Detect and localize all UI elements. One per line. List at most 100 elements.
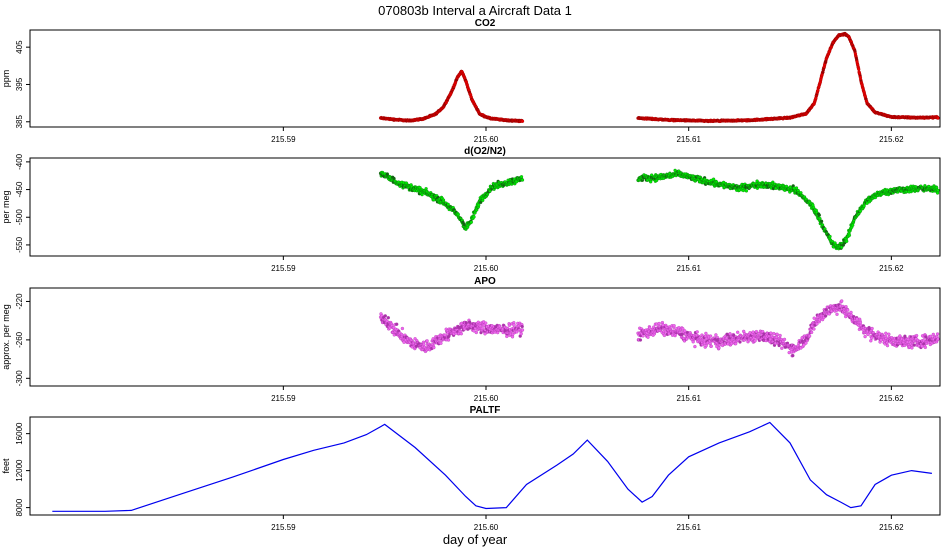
- data-point-apo: [835, 312, 839, 316]
- y-tick-label-o2n2: -500: [15, 209, 24, 226]
- data-point-apo: [754, 329, 759, 334]
- series-line-paltf: [52, 421, 932, 512]
- data-point-apo: [912, 343, 916, 347]
- data-point-apo: [474, 330, 478, 335]
- x-tick-label-apo: 215.61: [676, 394, 701, 403]
- data-point-apo: [400, 326, 405, 331]
- data-point-apo: [520, 324, 524, 329]
- x-tick-label-co2: 215.59: [271, 135, 296, 144]
- data-point-apo: [695, 330, 699, 334]
- data-point-apo: [769, 331, 773, 335]
- data-point-apo: [780, 346, 784, 350]
- data-point-apo: [386, 316, 390, 320]
- y-axis-label-o2n2: per meg: [1, 190, 11, 223]
- x-tick-label-apo: 215.62: [879, 394, 904, 403]
- data-point-apo: [648, 326, 652, 330]
- data-point-apo: [646, 335, 650, 339]
- data-point-apo: [812, 327, 816, 331]
- y-tick-label-o2n2: -550: [15, 236, 24, 253]
- panel-title-apo: APO: [474, 276, 496, 287]
- data-point-apo: [846, 308, 850, 312]
- y-tick-label-co2: 395: [15, 77, 24, 91]
- plot-frame-co2: [29, 29, 941, 128]
- data-point-o2n2: [847, 233, 852, 237]
- panel-paltf: PALTF feet 215.59 215.60 215.61 215.62 8000 120…: [1, 405, 941, 532]
- data-point-apo: [885, 343, 890, 348]
- data-point-apo: [869, 339, 873, 343]
- data-point-co2: [520, 119, 525, 123]
- x-tick-label-paltf: 215.62: [879, 523, 904, 532]
- data-point-apo: [777, 343, 781, 348]
- y-tick-label-o2n2: -450: [15, 181, 24, 198]
- data-point-o2n2: [828, 234, 832, 239]
- panel-co2: CO2 ppm 215.59 215.60 215.61 215.62 385 395 405: [1, 18, 941, 144]
- data-point-o2n2: [858, 209, 863, 213]
- data-point-apo: [849, 310, 853, 315]
- data-point-apo: [422, 342, 426, 346]
- data-point-apo: [778, 333, 782, 338]
- y-axis-label-apo: approx. per meg: [1, 304, 11, 370]
- data-point-apo: [736, 330, 740, 334]
- data-point-apo: [734, 342, 738, 346]
- y-tick-label-apo: -300: [15, 370, 24, 387]
- data-point-o2n2: [817, 213, 821, 217]
- data-point-apo: [855, 317, 859, 321]
- y-tick-label-o2n2: -400: [15, 153, 24, 170]
- plot-frame-paltf: [29, 416, 941, 516]
- data-point-apo: [935, 332, 940, 336]
- x-tick-label-co2: 215.62: [879, 135, 904, 144]
- data-point-apo: [782, 337, 787, 342]
- data-point-apo: [693, 344, 697, 349]
- data-point-apo: [775, 332, 779, 336]
- plot-frame-o2n2: [29, 157, 941, 257]
- data-point-o2n2: [819, 219, 824, 223]
- data-point-apo: [936, 337, 940, 341]
- data-point-apo: [815, 322, 819, 326]
- data-point-apo: [807, 334, 812, 338]
- data-point-co2: [936, 116, 940, 120]
- x-tick-label-co2: 215.61: [676, 135, 701, 144]
- data-point-o2n2: [845, 239, 849, 243]
- x-tick-label-o2n2: 215.60: [474, 264, 499, 273]
- data-point-apo: [905, 340, 910, 344]
- y-tick-label-co2: 405: [15, 40, 24, 54]
- data-point-apo: [704, 331, 708, 336]
- data-point-apo: [887, 332, 891, 336]
- data-point-o2n2: [744, 189, 749, 193]
- data-point-apo: [840, 299, 844, 303]
- data-point-apo: [507, 323, 512, 327]
- y-tick-label-paltf: 16000: [15, 422, 24, 445]
- panel-o2n2: d(O2/N2) per meg 215.59 215.60 215.61 215.62 -…: [1, 146, 941, 273]
- x-tick-label-apo: 215.59: [271, 394, 296, 403]
- y-tick-label-paltf: 12000: [15, 459, 24, 482]
- data-point-apo: [753, 339, 757, 343]
- x-tick-label-paltf: 215.60: [474, 523, 499, 532]
- data-point-apo: [884, 331, 888, 335]
- data-point-apo: [446, 338, 451, 342]
- figure-xlabel: day of year: [443, 532, 508, 547]
- panel-apo: APO approx. per meg 215.59 215.60 215.61 215.…: [1, 276, 941, 403]
- data-point-o2n2: [936, 188, 940, 193]
- data-point-apo: [809, 330, 814, 335]
- data-point-apo: [923, 345, 927, 350]
- data-point-apo: [519, 332, 523, 336]
- data-point-apo: [505, 334, 509, 339]
- x-tick-label-co2: 215.60: [474, 135, 499, 144]
- y-tick-label-paltf: 8000: [15, 498, 24, 516]
- y-axis-label-paltf: feet: [1, 458, 11, 474]
- data-point-apo: [708, 341, 712, 346]
- data-point-apo: [879, 338, 883, 342]
- data-point-apo: [425, 339, 429, 343]
- data-point-o2n2: [649, 180, 653, 184]
- data-point-o2n2: [477, 203, 481, 207]
- x-tick-label-apo: 215.60: [474, 394, 499, 403]
- data-point-apo: [921, 339, 926, 343]
- data-point-apo: [914, 333, 919, 338]
- data-point-apo: [383, 314, 387, 318]
- x-tick-label-o2n2: 215.62: [879, 264, 904, 273]
- data-point-apo: [863, 334, 867, 339]
- y-tick-label-apo: -220: [15, 293, 24, 310]
- data-point-apo: [395, 322, 399, 326]
- panel-title-paltf: PALTF: [470, 405, 501, 416]
